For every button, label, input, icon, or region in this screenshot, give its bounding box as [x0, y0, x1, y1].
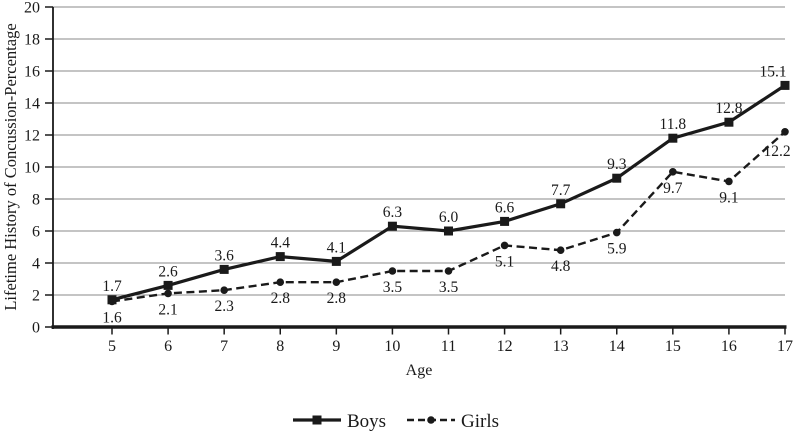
legend-girls-label: Girls	[461, 411, 499, 432]
girls-marker	[108, 297, 116, 306]
girls-data-label: 2.8	[327, 290, 347, 307]
boys-data-label: 1.7	[102, 278, 122, 295]
boys-data-label: 7.7	[551, 182, 571, 199]
boys-marker	[387, 221, 397, 231]
girls-marker	[332, 278, 341, 287]
boys-data-label: 6.0	[439, 209, 459, 226]
x-tick-label: 5	[108, 338, 116, 355]
boys-data-label: 4.4	[271, 235, 291, 252]
girls-data-label: 5.1	[495, 253, 514, 270]
x-tick-label: 16	[721, 338, 737, 355]
y-tick-label: 18	[24, 32, 40, 49]
girls-marker	[220, 286, 228, 295]
girls-marker	[669, 168, 677, 176]
boys-data-label: 12.8	[715, 100, 742, 117]
y-tick-label: 12	[24, 128, 40, 145]
girls-data-label: 2.1	[158, 301, 177, 318]
girls-data-label: 2.8	[271, 290, 291, 307]
boys-marker	[556, 199, 566, 209]
girls-marker	[612, 228, 621, 237]
boys-data-label: 3.6	[214, 247, 234, 264]
boys-marker	[668, 133, 678, 143]
x-tick-label: 13	[553, 338, 569, 355]
girls-data-label: 12.2	[763, 143, 790, 160]
boys-data-label: 6.6	[495, 199, 515, 216]
y-tick-label: 6	[32, 224, 40, 241]
y-tick-label: 2	[32, 288, 40, 305]
y-tick-label: 0	[32, 320, 40, 337]
x-tick-label: 11	[441, 338, 456, 355]
boys-data-label: 9.3	[607, 156, 627, 173]
y-tick-label: 10	[24, 160, 40, 177]
boys-marker	[163, 280, 173, 290]
boys-marker	[500, 216, 510, 226]
girls-marker	[164, 289, 172, 298]
boys-data-label: 6.3	[383, 204, 403, 221]
y-tick-label: 8	[32, 192, 40, 209]
girls-data-label: 9.1	[719, 189, 738, 206]
boys-data-label: 4.1	[327, 239, 346, 256]
y-tick-label: 14	[24, 96, 40, 113]
x-tick-label: 17	[777, 338, 793, 355]
girls-marker	[781, 128, 789, 136]
girls-data-label: 3.5	[439, 279, 459, 296]
y-axis-title: Lifetime History of Concussion-Percentag…	[1, 23, 20, 310]
x-tick-label: 10	[384, 338, 400, 355]
legend-boys-marker	[312, 415, 322, 425]
boys-marker	[331, 256, 341, 266]
y-tick-label: 16	[24, 64, 40, 81]
x-tick-label: 15	[665, 338, 681, 355]
girls-marker	[444, 267, 453, 275]
girls-marker	[500, 241, 509, 250]
boys-marker	[724, 117, 734, 127]
x-tick-label: 14	[609, 338, 625, 355]
girls-marker	[725, 177, 733, 186]
girls-data-label: 9.7	[663, 180, 683, 197]
x-tick-label: 9	[332, 338, 340, 355]
boys-marker	[780, 80, 790, 90]
girls-marker	[276, 278, 285, 287]
boys-marker	[444, 226, 453, 236]
x-tick-label: 7	[220, 338, 228, 355]
girls-data-label: 1.6	[102, 309, 122, 326]
x-tick-label: 12	[497, 338, 513, 355]
girls-marker	[556, 246, 565, 254]
boys-marker	[219, 264, 229, 274]
x-tick-label: 8	[276, 338, 284, 355]
boys-marker	[275, 252, 285, 262]
boys-data-label: 15.1	[759, 63, 786, 80]
legend-boys-label: Boys	[347, 411, 386, 432]
girls-data-label: 4.8	[551, 258, 571, 275]
x-axis-title: Age	[406, 362, 433, 379]
girls-data-label: 5.9	[607, 241, 627, 258]
girls-marker	[388, 267, 397, 275]
boys-marker	[612, 173, 622, 183]
y-tick-label: 4	[32, 256, 40, 273]
girls-data-label: 3.5	[383, 279, 403, 296]
boys-data-label: 2.6	[158, 263, 178, 280]
x-tick-label: 6	[164, 338, 172, 355]
legend-girls-marker	[427, 416, 435, 424]
y-tick-label: 20	[24, 0, 40, 17]
girls-data-label: 2.3	[214, 298, 234, 315]
boys-data-label: 11.8	[660, 116, 687, 133]
